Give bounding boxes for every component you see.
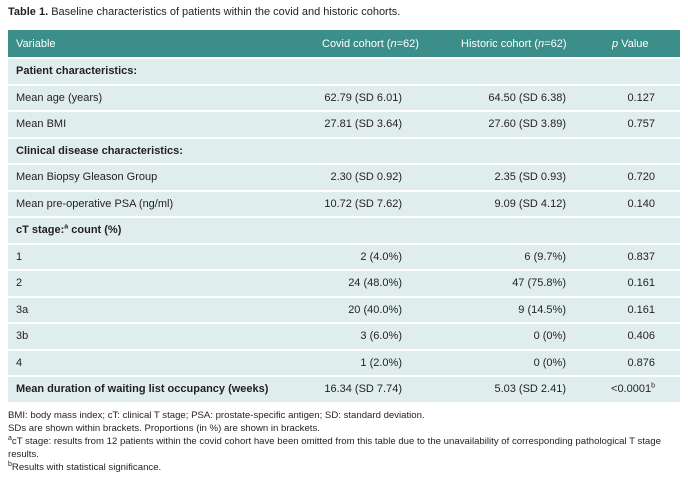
- caption-text: Baseline characteristics of patients wit…: [51, 6, 401, 18]
- cell: Mean pre-operative PSA (ng/ml): [8, 189, 300, 217]
- cell: 27.60 (SD 3.89): [450, 110, 590, 138]
- footnote-text: Results with statistical significance.: [11, 462, 162, 473]
- cell: 9.09 (SD 4.12): [450, 189, 590, 217]
- footnote: acT stage: results from 12 patients with…: [8, 435, 680, 461]
- cell: 0.140: [590, 189, 680, 217]
- cell: 0.406: [590, 322, 680, 350]
- cell: 3 (6.0%): [300, 322, 450, 350]
- cell: 5.03 (SD 2.41): [450, 375, 590, 402]
- section-cell: Clinical disease characteristics:: [8, 136, 680, 164]
- header-cell: Variable: [8, 30, 300, 58]
- cell: 27.81 (SD 3.64): [300, 110, 450, 138]
- cell-text: <0.0001: [611, 383, 652, 396]
- cell: 0.757: [590, 110, 680, 138]
- cell: 64.50 (SD 6.38): [450, 83, 590, 111]
- row: 2 24 (48.0%) 47 (75.8%) 0.161: [8, 269, 680, 297]
- cell: 20 (40.0%): [300, 295, 450, 323]
- footnotes: BMI: body mass index; cT: clinical T sta…: [8, 409, 680, 474]
- cell: 3a: [8, 295, 300, 323]
- cell: 16.34 (SD 7.74): [300, 375, 450, 402]
- footnote-mark: b: [8, 460, 12, 468]
- section-row: Clinical disease characteristics:: [8, 136, 680, 164]
- section-row: Patient characteristics:: [8, 57, 680, 85]
- footnote-mark: a: [8, 434, 12, 442]
- row: Mean Biopsy Gleason Group 2.30 (SD 0.92) 2…: [8, 163, 680, 191]
- cell: 4: [8, 348, 300, 376]
- cell: 1: [8, 242, 300, 270]
- header-text: p: [612, 37, 619, 50]
- row: 3b 3 (6.0%) 0 (0%) 0.406: [8, 322, 680, 350]
- cell: Mean BMI: [8, 110, 300, 138]
- cell: 62.79 (SD 6.01): [300, 83, 450, 111]
- section-text: count (%): [68, 224, 122, 237]
- footnote-mark: b: [651, 382, 655, 390]
- cell: 2: [8, 269, 300, 297]
- row: Mean age (years) 62.79 (SD 6.01) 64.50 (SD…: [8, 83, 680, 111]
- header-cell: Covid cohort (n=62): [300, 30, 450, 58]
- cell: 0.161: [590, 295, 680, 323]
- section-text: cT stage:: [16, 224, 65, 237]
- cell: 0.720: [590, 163, 680, 191]
- footnote-text: cT stage: results from 12 patients withi…: [8, 436, 661, 460]
- header-text: Value: [618, 37, 649, 50]
- cell: Mean Biopsy Gleason Group: [8, 163, 300, 191]
- cell: Mean duration of waiting list occupancy …: [8, 375, 300, 402]
- cell: Mean age (years): [8, 83, 300, 111]
- row: Mean pre-operative PSA (ng/ml) 10.72 (SD …: [8, 189, 680, 217]
- cell: 0 (0%): [450, 322, 590, 350]
- section-row: cT stage:a count (%): [8, 216, 680, 244]
- cell: 3b: [8, 322, 300, 350]
- caption: Table 1. Baseline characteristics of pat…: [8, 6, 400, 18]
- cell: 2.35 (SD 0.93): [450, 163, 590, 191]
- header-row: Variable Covid cohort (n=62) Historic co…: [8, 30, 680, 58]
- cell: <0.0001b: [590, 375, 680, 402]
- row: Mean duration of waiting list occupancy …: [8, 375, 680, 402]
- cell: 2 (4.0%): [300, 242, 450, 270]
- footnote: BMI: body mass index; cT: clinical T sta…: [8, 410, 425, 421]
- cell: 10.72 (SD 7.62): [300, 189, 450, 217]
- footnote-mark: a: [64, 223, 69, 231]
- footnote: SDs are shown within brackets. Proportio…: [8, 423, 320, 434]
- cell: 6 (9.7%): [450, 242, 590, 270]
- row: Mean BMI 27.81 (SD 3.64) 27.60 (SD 3.89) 0.…: [8, 110, 680, 138]
- cell: 0 (0%): [450, 348, 590, 376]
- cell: 47 (75.8%): [450, 269, 590, 297]
- cell: 9 (14.5%): [450, 295, 590, 323]
- header-cell: p Value: [590, 30, 680, 58]
- table: Variable Covid cohort (n=62) Historic co…: [8, 30, 680, 402]
- section-cell: cT stage:a count (%): [8, 216, 680, 244]
- section-cell: Patient characteristics:: [8, 57, 680, 85]
- header-cell: Historic cohort (n=62): [450, 30, 590, 58]
- table-body: Patient characteristics: Mean age (years…: [8, 57, 680, 402]
- footnote: bResults with statistical significance.: [8, 461, 680, 474]
- cell: 1 (2.0%): [300, 348, 450, 376]
- cell: 0.127: [590, 83, 680, 111]
- header-text: n: [538, 37, 545, 50]
- header-text: n: [390, 37, 397, 50]
- cell: 0.876: [590, 348, 680, 376]
- cell: 0.161: [590, 269, 680, 297]
- cell: 24 (48.0%): [300, 269, 450, 297]
- header-text: =62): [544, 37, 567, 50]
- header-text: =62): [396, 37, 419, 50]
- header-text: Historic cohort (: [461, 37, 539, 50]
- header-text: Covid cohort (: [322, 37, 391, 50]
- cell: 2.30 (SD 0.92): [300, 163, 450, 191]
- cell: 0.837: [590, 242, 680, 270]
- row: 3a 20 (40.0%) 9 (14.5%) 0.161: [8, 295, 680, 323]
- caption-label: Table 1.: [8, 6, 49, 18]
